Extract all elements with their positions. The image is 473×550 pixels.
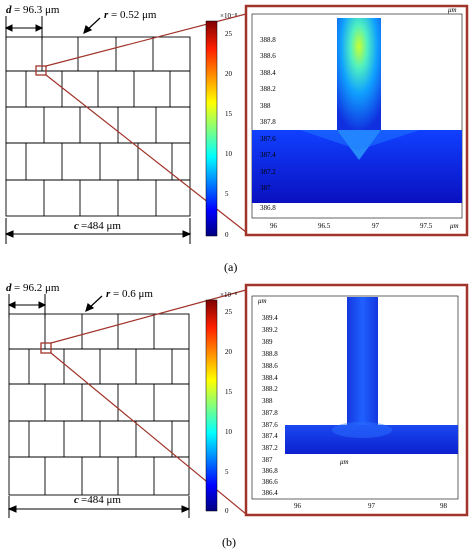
y-tick: 386.8	[260, 204, 276, 212]
y-tick: 388.2	[262, 385, 278, 393]
caption-a: (a)	[224, 260, 237, 274]
y-tick: 386.8	[262, 467, 278, 475]
zoom-source-box-a	[35, 65, 47, 76]
d-symbol-a: d	[6, 4, 12, 16]
colorbar-tick: 10	[225, 150, 233, 158]
d-dimension-b	[7, 294, 47, 318]
r-value-b: = 0.6 μm	[113, 288, 153, 300]
y-tick: 387.8	[260, 118, 276, 126]
zoom-unit-top-a: μm	[448, 6, 457, 14]
y-tick: 387.2	[260, 168, 276, 176]
colorbar-tick: 0	[225, 231, 229, 239]
grain-network-b	[8, 313, 190, 496]
y-tick: 389.4	[262, 314, 278, 322]
colorbar-ticks-a: 25 20 15 10 5 0	[225, 30, 233, 239]
colorbar-tick: 15	[225, 388, 233, 396]
y-tick: 388.6	[262, 362, 278, 370]
y-tick: 387.4	[262, 432, 278, 440]
x-tick: 96	[294, 502, 302, 510]
leader-line-top-b	[50, 289, 247, 344]
zoom-source-box-b	[40, 342, 52, 354]
y-tick: 388.8	[260, 36, 276, 44]
x-tick: 97	[368, 502, 376, 510]
y-tick: 388.8	[262, 350, 278, 358]
x-tick: 96.5	[318, 222, 331, 230]
c-value-b: =484 μm	[81, 494, 121, 506]
zoom-unit-right-a: μm	[450, 222, 459, 230]
colorbar-tick: 15	[225, 110, 233, 118]
c-symbol-a: c	[74, 220, 79, 232]
r-symbol-b: r	[106, 288, 111, 300]
y-tick: 388	[262, 397, 273, 405]
colorbar-tick: 5	[225, 190, 229, 198]
y-tick: 388.6	[260, 52, 276, 60]
colorbar-exponent-b: ×10⁻⁸	[220, 291, 238, 299]
zoom-unit-mid-b: μm	[340, 458, 349, 466]
y-tick: 387	[260, 184, 271, 192]
d-value-b: = 96.2 μm	[14, 282, 60, 294]
y-tick: 387.4	[260, 151, 276, 159]
field-a	[252, 18, 462, 203]
y-tick: 389.2	[262, 326, 278, 334]
r-symbol-a: r	[104, 9, 109, 21]
r-arrow-b	[85, 295, 103, 313]
colorbar-tick: 25	[225, 30, 233, 38]
r-value-a: = 0.52 μm	[111, 9, 157, 21]
y-tick: 386.6	[262, 478, 278, 486]
c-symbol-b: c	[74, 494, 79, 506]
zoom-x-ticks-a: 96 96.5 97 97.5	[270, 222, 433, 230]
x-tick: 96	[270, 222, 278, 230]
y-tick: 387.2	[262, 444, 278, 452]
y-tick: 388.4	[262, 374, 278, 382]
y-tick: 387.6	[260, 135, 276, 143]
grain-network-a	[5, 36, 191, 217]
c-value-a: =484 μm	[81, 220, 121, 232]
colorbar-tick: 25	[225, 308, 233, 316]
d-dimension-a	[4, 16, 44, 40]
zoom-x-ticks-b: 96 97 98	[294, 502, 448, 510]
d-value-a: = 96.3 μm	[14, 4, 60, 16]
c-dimension-b	[7, 496, 191, 518]
colorbar-exponent-a: ×10⁻⁸	[220, 12, 238, 20]
colorbar-tick: 0	[225, 507, 229, 515]
caption-b: (b)	[222, 535, 236, 549]
d-symbol-b: d	[6, 282, 12, 294]
r-arrow-a	[83, 17, 101, 35]
colorbar-b	[205, 299, 218, 512]
colorbar-tick: 20	[225, 70, 233, 78]
y-tick: 388.2	[260, 85, 276, 93]
colorbar-tick: 5	[225, 468, 229, 476]
y-tick: 388.4	[260, 69, 276, 77]
y-tick: 387.8	[262, 409, 278, 417]
zoom-unit-top-b: μm	[258, 297, 267, 305]
colorbar-ticks-b: 25 20 15 10 5 0	[225, 308, 233, 515]
panel-b: d = 96.2 μm r = 0.6 μm c =484 μm ×10⁻⁸ 2…	[6, 282, 469, 549]
colorbar-tick: 20	[225, 348, 233, 356]
y-tick: 388	[260, 102, 271, 110]
c-dimension-a	[4, 218, 192, 244]
y-tick: 387	[262, 456, 273, 464]
y-tick: 389	[262, 338, 273, 346]
x-tick: 98	[440, 502, 448, 510]
y-tick: 386.4	[262, 489, 278, 497]
x-tick: 97.5	[420, 222, 433, 230]
x-tick: 97	[372, 222, 380, 230]
colorbar-a	[205, 20, 218, 237]
panel-a: d = 96.3 μm r = 0.52 μm c =484 μm ×10⁻⁸ …	[4, 4, 469, 274]
y-tick: 387.6	[262, 421, 278, 429]
zoom-y-ticks-b: 389.4 389.2 389 388.8 388.6 388.4 388.2 …	[262, 314, 278, 497]
colorbar-tick: 10	[225, 428, 233, 436]
zoom-y-ticks-a: 388.8 388.6 388.4 388.2 388 387.8 387.6 …	[260, 36, 276, 212]
field-b	[285, 297, 458, 454]
